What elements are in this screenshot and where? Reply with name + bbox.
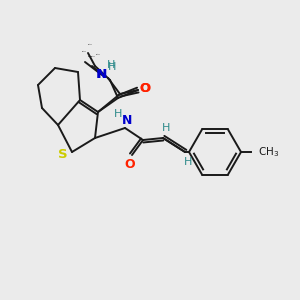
Text: H: H [108, 62, 116, 72]
Text: methyl: methyl [82, 51, 87, 52]
Text: methyl: methyl [96, 54, 101, 55]
Text: H: H [114, 109, 122, 119]
Text: O: O [125, 158, 135, 170]
Text: S: S [58, 148, 68, 161]
Text: H: H [107, 60, 115, 70]
Text: N: N [122, 113, 132, 127]
Text: H: H [162, 123, 170, 133]
Text: O: O [140, 82, 150, 94]
Text: methyl: methyl [88, 44, 93, 45]
Text: N: N [97, 68, 107, 82]
Text: CH$_3$: CH$_3$ [258, 145, 279, 159]
Text: O: O [140, 82, 151, 95]
Text: N: N [95, 68, 106, 80]
Text: H: H [184, 157, 192, 167]
Text: methyl: methyl [88, 56, 93, 57]
Text: methyl: methyl [91, 56, 95, 57]
